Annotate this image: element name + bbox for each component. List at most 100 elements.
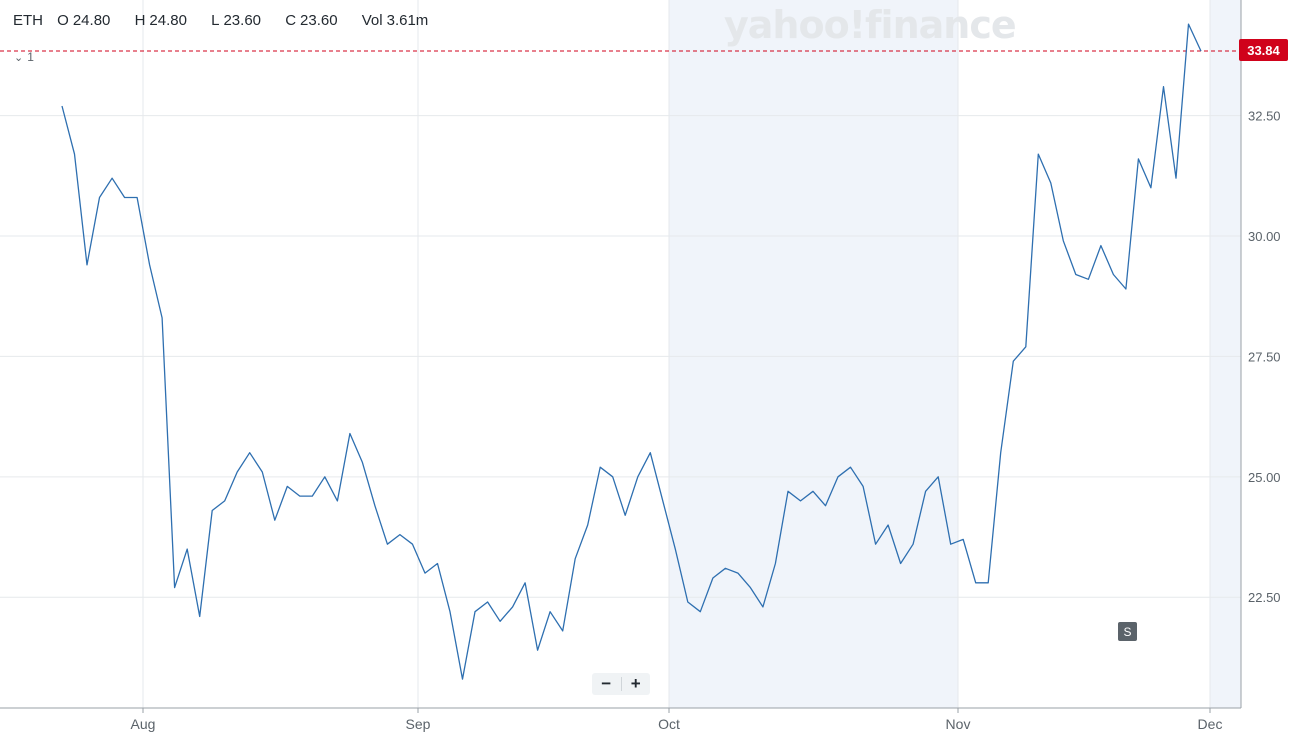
price-point (1025, 346, 1026, 347)
price-point (274, 520, 275, 521)
price-point (900, 563, 901, 564)
price-point (437, 563, 438, 564)
chevron-down-icon: ⌄ (14, 52, 24, 64)
high-label: H (134, 12, 146, 29)
price-point (136, 197, 137, 198)
price-point (562, 630, 563, 631)
price-point (1075, 274, 1076, 275)
price-point (74, 154, 75, 155)
price-point (449, 611, 450, 612)
open-value: 24.80 (72, 12, 111, 29)
price-point (700, 611, 701, 612)
ohlc-summary: ETH O 24.80 H 24.80 L 23.60 C 23.60 Vol 3.61m (13, 12, 448, 29)
y-tick-label: 32.50 (1248, 109, 1281, 124)
x-tick-label: Dec (1198, 716, 1223, 732)
price-point (387, 544, 388, 545)
price-point (124, 197, 125, 198)
price-point (262, 471, 263, 472)
price-point (950, 544, 951, 545)
price-point (312, 495, 313, 496)
price-point (600, 467, 601, 468)
price-point (199, 616, 200, 617)
zoom-out-button[interactable]: − (601, 674, 612, 693)
price-point (324, 476, 325, 477)
x-tick-label: Nov (946, 716, 971, 732)
price-point (687, 601, 688, 602)
price-point (1013, 361, 1014, 362)
price-point (825, 505, 826, 506)
price-point (787, 491, 788, 492)
price-point (1175, 178, 1176, 179)
price-series-line (61, 23, 1202, 680)
price-point (850, 467, 851, 468)
zoom-divider (620, 677, 622, 691)
price-point (224, 500, 225, 501)
price-point (525, 582, 526, 583)
last-price-badge: 33.84 (1239, 39, 1288, 61)
x-tick-label: Oct (658, 716, 680, 732)
price-point (575, 558, 576, 559)
price-point (625, 515, 626, 516)
shaded-month-band (669, 0, 958, 708)
indicator-toggle[interactable]: ⌄ 1 (14, 50, 34, 64)
price-point (362, 462, 363, 463)
price-point (662, 500, 663, 501)
shaded-month-band (1210, 0, 1241, 708)
price-point (1100, 245, 1101, 246)
price-point (975, 582, 976, 583)
x-tick-label: Aug (131, 716, 156, 732)
price-point (187, 548, 188, 549)
price-point (587, 524, 588, 525)
price-point (162, 317, 163, 318)
x-tick-label: Sep (406, 716, 431, 732)
price-point (349, 433, 350, 434)
price-point (499, 621, 500, 622)
price-point (537, 650, 538, 651)
high-value: 24.80 (149, 12, 187, 29)
price-point (637, 476, 638, 477)
price-point (1113, 274, 1114, 275)
y-tick-label: 25.00 (1248, 470, 1281, 485)
price-point (299, 495, 300, 496)
price-point (99, 197, 100, 198)
price-point (862, 486, 863, 487)
price-point (612, 476, 613, 477)
price-point (374, 505, 375, 506)
price-point (837, 476, 838, 477)
price-point (399, 534, 400, 535)
close-value: 23.60 (300, 12, 338, 29)
vol-label: Vol (361, 12, 383, 29)
zoom-in-button[interactable]: + (630, 674, 641, 693)
vol-value: 3.61m (386, 12, 429, 29)
price-point (512, 606, 513, 607)
y-tick-label: 22.50 (1248, 590, 1281, 605)
price-point (875, 544, 876, 545)
price-point (487, 601, 488, 602)
price-point (925, 491, 926, 492)
price-point (1000, 452, 1001, 453)
price-point (462, 679, 463, 680)
price-point (675, 548, 676, 549)
y-tick-label: 30.00 (1248, 229, 1281, 244)
yahoo-finance-watermark: yahoo!finance (724, 3, 1017, 47)
price-point (212, 510, 213, 511)
close-label: C (285, 12, 297, 29)
price-point (337, 500, 338, 501)
price-point (550, 611, 551, 612)
price-point (61, 105, 62, 106)
low-label: L (211, 12, 220, 29)
price-point (650, 452, 651, 453)
price-point (887, 524, 888, 525)
price-point (174, 587, 175, 588)
price-point (775, 563, 776, 564)
price-point (287, 486, 288, 487)
price-point (938, 476, 939, 477)
split-marker[interactable]: S (1118, 622, 1137, 641)
price-point (111, 178, 112, 179)
price-point (725, 568, 726, 569)
price-point (1163, 86, 1164, 87)
price-point (1200, 50, 1201, 51)
price-point (412, 544, 413, 545)
